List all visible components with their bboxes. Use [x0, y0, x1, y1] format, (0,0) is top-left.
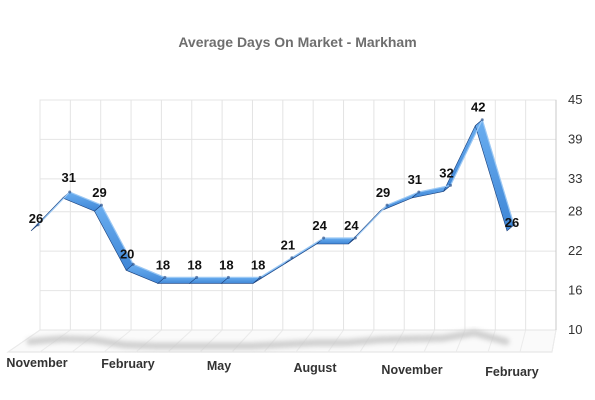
data-point — [322, 236, 326, 240]
line-highlight — [37, 119, 515, 278]
data-point — [258, 275, 262, 279]
data-point — [385, 203, 389, 207]
data-point — [163, 275, 167, 279]
data-label: 18 — [156, 257, 170, 272]
x-tick-label: February — [485, 365, 539, 379]
line-floor-shadow — [26, 329, 510, 350]
data-point — [195, 275, 199, 279]
data-label: 20 — [120, 246, 134, 261]
data-label: 31 — [408, 172, 422, 187]
data-point — [290, 256, 294, 260]
y-tick-label: 16 — [568, 283, 582, 298]
data-label: 18 — [187, 257, 201, 272]
y-tick-label: 45 — [568, 92, 582, 107]
x-tick-label: February — [101, 357, 155, 371]
data-point — [36, 223, 40, 227]
data-point — [417, 190, 421, 194]
x-tick-label: November — [381, 363, 442, 377]
data-label: 26 — [29, 211, 43, 226]
y-tick-label: 22 — [568, 243, 582, 258]
x-tick-label: August — [293, 361, 337, 375]
data-label: 26 — [505, 215, 519, 230]
floor-grid-line — [551, 329, 557, 353]
data-label: 31 — [61, 170, 75, 185]
floor-grid-line — [519, 329, 527, 353]
data-point — [449, 183, 453, 187]
data-label: 29 — [92, 185, 106, 200]
data-point — [131, 262, 135, 266]
data-label: 18 — [219, 257, 233, 272]
x-tick-label: May — [207, 359, 231, 373]
y-tick-label: 10 — [568, 322, 582, 337]
chart-title: Average Days On Market - Markham — [178, 34, 417, 50]
data-label: 21 — [281, 238, 295, 253]
data-label: 24 — [312, 218, 327, 233]
data-point — [512, 223, 516, 227]
data-label: 29 — [376, 185, 390, 200]
data-label: 32 — [439, 165, 453, 180]
y-tick-label: 39 — [568, 131, 582, 146]
data-point — [99, 203, 103, 207]
floor-grid-line — [7, 329, 41, 353]
data-point — [68, 190, 72, 194]
y-tick-label: 33 — [568, 171, 582, 186]
data-point — [480, 118, 484, 122]
data-point — [353, 236, 357, 240]
x-tick-label: November — [6, 356, 67, 370]
data-point — [226, 275, 230, 279]
data-label: 24 — [344, 218, 359, 233]
data-label: 18 — [251, 257, 265, 272]
data-label: 42 — [471, 100, 485, 115]
y-tick-label: 28 — [568, 204, 582, 219]
